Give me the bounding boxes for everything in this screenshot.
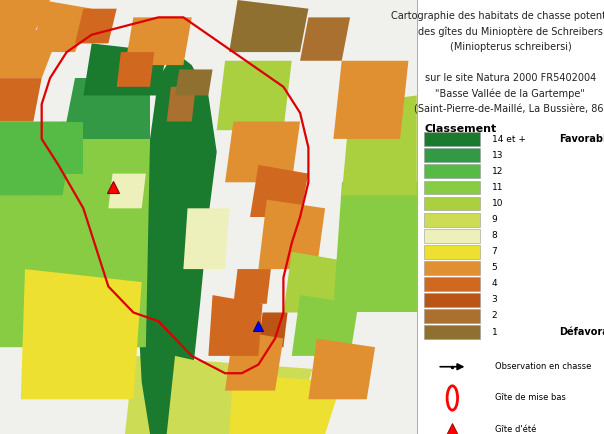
- Bar: [424, 229, 480, 243]
- Text: 5: 5: [492, 263, 498, 272]
- Bar: [424, 277, 480, 291]
- Text: "Basse Vallée de la Gartempe": "Basse Vallée de la Gartempe": [435, 89, 585, 99]
- Polygon shape: [167, 356, 233, 434]
- Text: 13: 13: [492, 151, 503, 160]
- Polygon shape: [117, 52, 154, 87]
- Polygon shape: [125, 356, 313, 434]
- Polygon shape: [233, 269, 271, 304]
- Polygon shape: [108, 174, 146, 208]
- Bar: [424, 325, 480, 339]
- Polygon shape: [0, 22, 59, 78]
- Polygon shape: [138, 52, 217, 434]
- Polygon shape: [230, 0, 309, 52]
- Polygon shape: [283, 252, 342, 312]
- Text: Observation en chasse: Observation en chasse: [495, 362, 592, 371]
- Polygon shape: [75, 9, 117, 43]
- Text: Défavorable: Défavorable: [559, 327, 604, 337]
- Polygon shape: [0, 122, 75, 195]
- Polygon shape: [33, 0, 92, 52]
- Text: 14 et +: 14 et +: [492, 135, 525, 144]
- Polygon shape: [309, 339, 375, 399]
- Polygon shape: [125, 17, 191, 65]
- Text: 9: 9: [492, 215, 498, 224]
- Text: 8: 8: [492, 231, 498, 240]
- Text: (Miniopterus schreibersi): (Miniopterus schreibersi): [449, 42, 571, 52]
- Polygon shape: [250, 165, 309, 217]
- Polygon shape: [333, 61, 408, 139]
- Polygon shape: [259, 312, 288, 347]
- Polygon shape: [208, 373, 342, 434]
- Text: 7: 7: [492, 247, 498, 256]
- Polygon shape: [225, 122, 300, 182]
- Polygon shape: [300, 17, 350, 61]
- Polygon shape: [175, 69, 213, 95]
- Bar: [424, 148, 480, 162]
- Polygon shape: [0, 0, 50, 35]
- Polygon shape: [0, 122, 150, 347]
- Polygon shape: [259, 200, 325, 269]
- Bar: [424, 181, 480, 194]
- Text: 12: 12: [492, 167, 503, 176]
- Polygon shape: [42, 122, 83, 174]
- Text: 11: 11: [492, 183, 503, 192]
- Text: Classement: Classement: [424, 124, 496, 134]
- Polygon shape: [83, 43, 167, 95]
- Bar: [424, 309, 480, 323]
- Text: 1: 1: [492, 328, 498, 336]
- Bar: [424, 197, 480, 210]
- Text: Gîte d'été: Gîte d'été: [495, 425, 537, 434]
- Polygon shape: [167, 87, 196, 122]
- Text: Gîte de mise bas: Gîte de mise bas: [495, 394, 567, 402]
- Polygon shape: [184, 208, 230, 269]
- Bar: [424, 213, 480, 227]
- Text: Cartographie des habitats de chasse potentiel et: Cartographie des habitats de chasse pote…: [391, 11, 604, 21]
- Text: 2: 2: [492, 312, 497, 320]
- Polygon shape: [208, 295, 263, 356]
- Polygon shape: [217, 61, 292, 130]
- Bar: [424, 261, 480, 275]
- Bar: [424, 164, 480, 178]
- Text: 4: 4: [492, 279, 497, 288]
- Text: des gîtes du Minioptère de Schreibers: des gîtes du Minioptère de Schreibers: [418, 26, 603, 37]
- Text: 3: 3: [492, 296, 498, 304]
- Bar: [424, 132, 480, 146]
- Bar: [424, 293, 480, 307]
- Text: 10: 10: [492, 199, 503, 208]
- Polygon shape: [292, 295, 358, 356]
- Polygon shape: [63, 78, 150, 139]
- Polygon shape: [25, 195, 142, 269]
- Polygon shape: [0, 0, 417, 434]
- Text: (Saint-Pierre-de-Maillé, La Bussière, 86): (Saint-Pierre-de-Maillé, La Bussière, 86…: [414, 105, 604, 115]
- Polygon shape: [0, 78, 42, 122]
- Text: sur le site Natura 2000 FR5402004: sur le site Natura 2000 FR5402004: [425, 73, 596, 83]
- Polygon shape: [342, 95, 417, 195]
- Polygon shape: [333, 182, 417, 312]
- Text: Favorable: Favorable: [559, 134, 604, 145]
- Polygon shape: [225, 330, 283, 391]
- Bar: [424, 245, 480, 259]
- Polygon shape: [21, 269, 142, 399]
